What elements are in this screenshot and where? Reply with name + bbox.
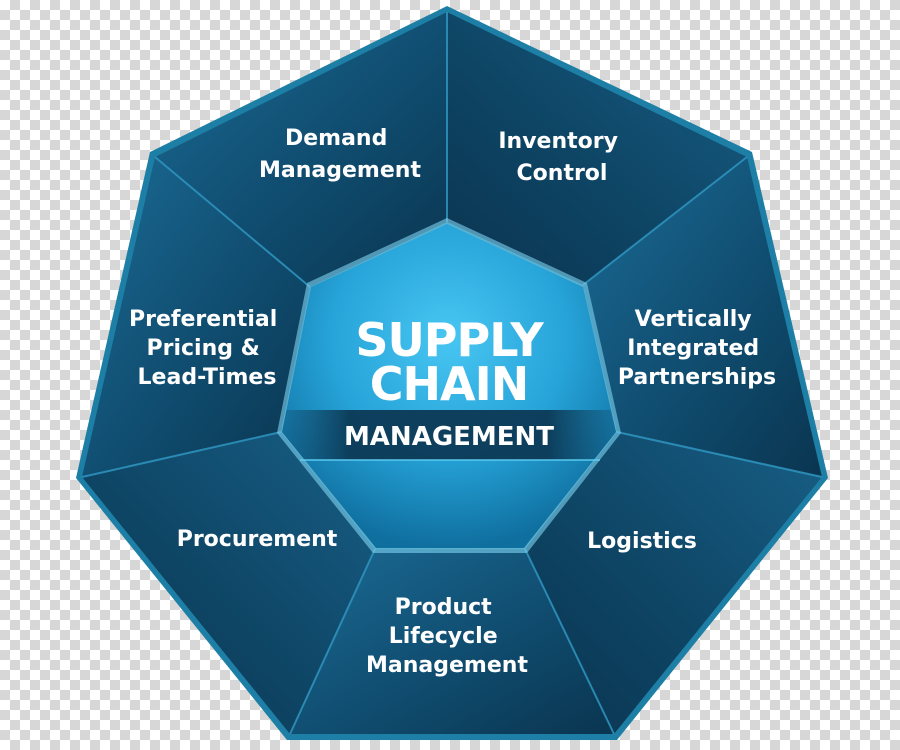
segment-inventory-control <box>447 12 747 285</box>
segment-preferential-pricing-lead-times <box>82 157 310 477</box>
segment-product-lifecycle-management <box>290 549 614 734</box>
segment-vertically-integrated-partnerships <box>583 157 822 477</box>
center-heptagon: SUPPLY CHAIN MANAGEMENT <box>277 218 621 553</box>
label-vertically-integrated-partnerships: Vertically Integrated Partnerships <box>618 307 776 390</box>
center-heptagon-fill <box>282 224 616 548</box>
label-procurement: Procurement <box>177 527 338 552</box>
segment-demand-management <box>155 12 447 287</box>
center-title-line2: CHAIN <box>370 357 528 411</box>
label-demand-management: Demand Management <box>259 126 421 183</box>
segment-logistics <box>525 432 822 734</box>
segment-group <box>82 12 822 734</box>
label-product-lifecycle-management: Product Lifecycle Management <box>366 595 528 678</box>
label-inventory-control: Inventory Control <box>498 129 625 186</box>
management-band <box>282 410 616 460</box>
segment-labels: Demand Management Inventory Control Vert… <box>129 126 776 678</box>
label-preferential-pricing-lead-times: Preferential Pricing & Lead-Times <box>129 307 285 390</box>
center-subtitle: MANAGEMENT <box>344 422 554 452</box>
label-logistics: Logistics <box>587 529 697 554</box>
segment-procurement <box>82 432 375 734</box>
center-title-line1: SUPPLY <box>355 313 544 367</box>
segment-dividers <box>81 12 823 735</box>
